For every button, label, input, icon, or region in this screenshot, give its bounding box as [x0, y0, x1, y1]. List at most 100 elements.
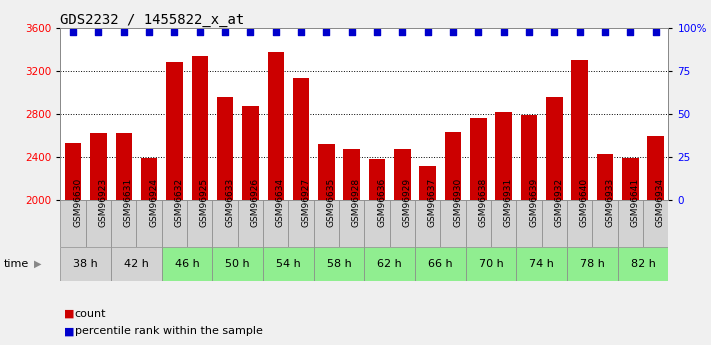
Text: ■: ■: [64, 326, 75, 336]
Text: GDS2232 / 1455822_x_at: GDS2232 / 1455822_x_at: [60, 12, 245, 27]
Bar: [643, 200, 668, 247]
Point: [650, 29, 661, 35]
Text: 66 h: 66 h: [428, 259, 453, 269]
Text: GSM96636: GSM96636: [377, 178, 386, 227]
Point: [270, 29, 282, 35]
Text: 50 h: 50 h: [225, 259, 250, 269]
Bar: [187, 200, 213, 247]
Point: [422, 29, 434, 35]
Bar: [567, 247, 618, 281]
Text: GSM96630: GSM96630: [73, 178, 82, 227]
Bar: [542, 200, 567, 247]
Bar: [86, 200, 111, 247]
Bar: [263, 247, 314, 281]
Bar: [394, 149, 411, 200]
Bar: [618, 200, 643, 247]
Bar: [496, 112, 512, 200]
Point: [194, 29, 205, 35]
Point: [68, 29, 79, 35]
Bar: [592, 200, 618, 247]
Point: [118, 29, 129, 35]
Text: GSM96924: GSM96924: [149, 178, 158, 227]
Bar: [111, 200, 137, 247]
Text: GSM96631: GSM96631: [124, 178, 133, 227]
Bar: [572, 60, 588, 200]
Bar: [339, 200, 365, 247]
Bar: [166, 62, 183, 200]
Point: [371, 29, 383, 35]
Bar: [318, 144, 335, 200]
Point: [321, 29, 332, 35]
Bar: [111, 247, 162, 281]
Bar: [622, 158, 638, 200]
Text: GSM96632: GSM96632: [174, 178, 183, 227]
Bar: [213, 200, 237, 247]
Point: [245, 29, 256, 35]
Bar: [546, 97, 562, 200]
Text: time: time: [4, 259, 29, 269]
Point: [498, 29, 509, 35]
Bar: [466, 247, 516, 281]
Text: GSM96638: GSM96638: [479, 178, 487, 227]
Point: [397, 29, 408, 35]
Bar: [237, 200, 263, 247]
Point: [346, 29, 358, 35]
Bar: [445, 132, 461, 200]
Text: GSM96640: GSM96640: [579, 178, 589, 227]
Text: 82 h: 82 h: [631, 259, 656, 269]
Text: ■: ■: [64, 309, 75, 319]
Bar: [293, 78, 309, 200]
Text: GSM96923: GSM96923: [98, 178, 107, 227]
Bar: [90, 133, 107, 200]
Bar: [343, 149, 360, 200]
Text: 58 h: 58 h: [326, 259, 351, 269]
Text: 70 h: 70 h: [479, 259, 503, 269]
Bar: [470, 118, 486, 200]
Bar: [516, 247, 567, 281]
Text: GSM96928: GSM96928: [352, 178, 360, 227]
Bar: [415, 200, 440, 247]
Bar: [60, 247, 111, 281]
Bar: [648, 137, 664, 200]
Bar: [242, 106, 259, 200]
Bar: [213, 247, 263, 281]
Bar: [415, 247, 466, 281]
Text: GSM96927: GSM96927: [301, 178, 310, 227]
Text: GSM96929: GSM96929: [402, 178, 412, 227]
Bar: [364, 247, 415, 281]
Point: [549, 29, 560, 35]
Bar: [440, 200, 466, 247]
Bar: [217, 97, 233, 200]
Point: [473, 29, 484, 35]
Text: GSM96926: GSM96926: [250, 178, 260, 227]
Point: [523, 29, 535, 35]
Bar: [466, 200, 491, 247]
Text: GSM96930: GSM96930: [453, 178, 462, 227]
Bar: [289, 200, 314, 247]
Point: [599, 29, 611, 35]
Point: [220, 29, 231, 35]
Text: 54 h: 54 h: [276, 259, 301, 269]
Bar: [267, 52, 284, 200]
Bar: [491, 200, 516, 247]
Text: ▶: ▶: [34, 259, 42, 269]
Text: GSM96635: GSM96635: [326, 178, 336, 227]
Bar: [364, 200, 390, 247]
Point: [144, 29, 155, 35]
Text: 38 h: 38 h: [73, 259, 98, 269]
Bar: [567, 200, 592, 247]
Point: [295, 29, 306, 35]
Bar: [390, 200, 415, 247]
Text: GSM96633: GSM96633: [225, 178, 234, 227]
Text: count: count: [75, 309, 106, 319]
Text: GSM96641: GSM96641: [631, 178, 639, 227]
Text: GSM96925: GSM96925: [200, 178, 209, 227]
Bar: [369, 159, 385, 200]
Bar: [115, 133, 132, 200]
Bar: [263, 200, 289, 247]
Bar: [162, 247, 213, 281]
Bar: [141, 158, 157, 200]
Text: GSM96934: GSM96934: [656, 178, 665, 227]
Bar: [516, 200, 542, 247]
Point: [574, 29, 585, 35]
